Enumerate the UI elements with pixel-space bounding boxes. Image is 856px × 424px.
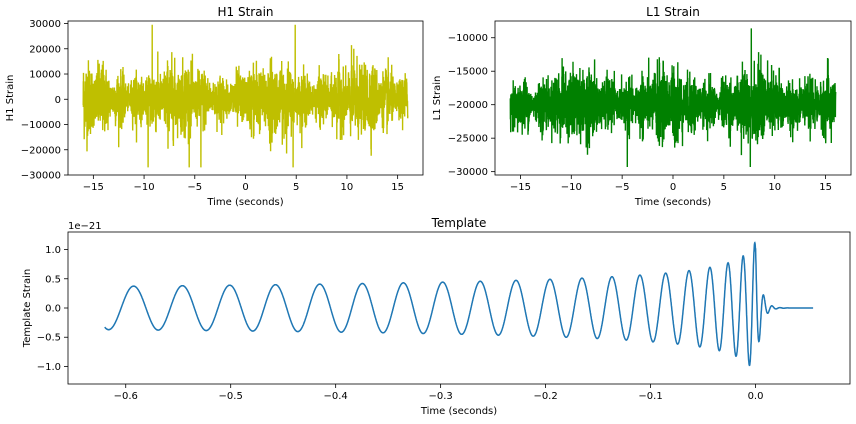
x-tick-label: −10 (561, 182, 582, 193)
y-tick-label: 0.0 (45, 304, 61, 315)
x-axis-label: Time (seconds) (420, 406, 497, 417)
x-tick-label: 10 (768, 182, 781, 193)
y-tick-label: −10000 (21, 120, 61, 131)
x-tick-label: 0.0 (748, 391, 764, 402)
y-tick-label: −30000 (448, 167, 488, 178)
y-axis-label: H1 Strain (5, 75, 16, 122)
x-tick-label: 10 (341, 182, 354, 193)
y-tick-label: −25000 (448, 134, 488, 145)
axis-offset-label: 1e−21 (68, 221, 102, 232)
y-axis-label: L1 Strain (432, 76, 443, 121)
x-tick-label: −5 (187, 182, 202, 193)
y-tick-label: −10000 (448, 33, 488, 44)
x-tick-label: −15 (83, 182, 104, 193)
x-tick-label: −0.5 (219, 391, 243, 402)
chart-title: Template (431, 216, 487, 230)
y-tick-label: 1.0 (45, 245, 61, 256)
chart-2: −15 −10 −5 0 5 10 15 −30000 −25000 −20000 −15000 −1… (432, 5, 852, 208)
chart-title: L1 Strain (646, 5, 700, 19)
y-tick-label: −30000 (21, 171, 61, 182)
series-line (104, 241, 814, 367)
x-tick-label: −0.4 (324, 391, 348, 402)
y-tick-label: 0.5 (45, 274, 61, 285)
x-tick-label: −0.2 (533, 391, 557, 402)
x-tick-label: 15 (391, 182, 404, 193)
y-tick-label: −0.5 (37, 333, 61, 344)
y-tick-label: −20000 (21, 145, 61, 156)
x-tick-label: −5 (615, 182, 630, 193)
y-tick-label: −15000 (448, 67, 488, 78)
y-tick-label: 10000 (29, 70, 61, 81)
chart-1: −15 −10 −5 0 5 10 15 −30000 −20000 −10000 0 10000 20… (5, 5, 424, 208)
chart-3: −0.6 −0.5 −0.4 −0.3 −0.2 −0.1 0.0 −1.0 −0.5 0.0 0.… (22, 216, 851, 417)
y-tick-label: 30000 (29, 19, 61, 30)
x-tick-label: 0 (670, 182, 676, 193)
series-line (509, 28, 837, 168)
x-tick-label: −0.6 (114, 391, 138, 402)
x-tick-label: −0.3 (428, 391, 452, 402)
x-tick-label: 5 (721, 182, 727, 193)
x-axis-label: Time (seconds) (206, 197, 283, 208)
x-tick-label: −10 (134, 182, 155, 193)
x-tick-label: 5 (293, 182, 299, 193)
chart-title: H1 Strain (217, 5, 273, 19)
y-tick-label: 0 (55, 95, 61, 106)
x-tick-label: −0.1 (638, 391, 662, 402)
x-tick-label: −15 (510, 182, 531, 193)
x-tick-label: 15 (819, 182, 832, 193)
series-line (82, 24, 409, 168)
y-tick-label: 20000 (29, 44, 61, 55)
y-axis-label: Template Strain (22, 269, 33, 348)
y-tick-label: −20000 (448, 100, 488, 111)
x-tick-label: 0 (242, 182, 248, 193)
x-axis-label: Time (seconds) (634, 197, 711, 208)
y-tick-label: −1.0 (37, 362, 61, 373)
